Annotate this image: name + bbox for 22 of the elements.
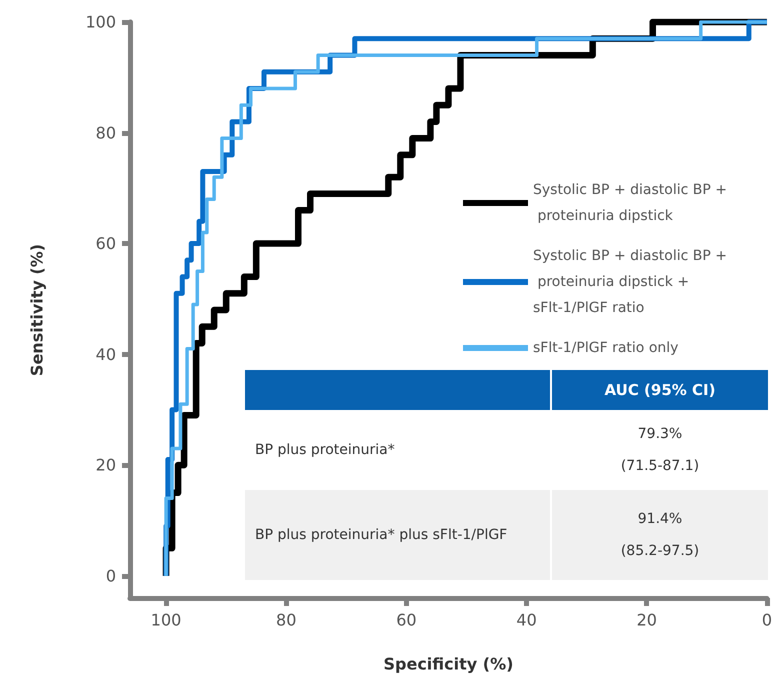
x-axis-title: Specificity (%) [383,654,514,674]
y-tick-label: 60 [96,234,116,254]
annotation: 79.3% (71.5-87.1) [552,410,768,490]
x-tick-label: 40 [516,610,537,630]
y-tick-label: 40 [96,344,116,364]
y-axis-title: Sensitivity (%) [28,244,46,376]
x-tick-label: 20 [636,610,657,630]
x-tick-label: 60 [396,610,417,630]
legend-label: sFlt-1/PlGF ratio only [533,340,678,356]
annotation: BP plus proteinuria* plus sFlt-1/PlGF [245,490,550,580]
y-tick-label: 20 [96,456,116,475]
x-tick-label: 0 [762,610,772,630]
annotation: 91.4% (85.2-97.5) [552,490,768,580]
x-tick-label: 100 [150,610,182,630]
y-tick-label: 80 [96,123,116,142]
y-tick-label: 100 [85,12,116,32]
annotation: AUC (95% CI) [552,370,768,410]
legend-label: Systolic BP + diastolic BP + proteinuria dipstick [533,182,727,224]
legend-label: Systolic BP + diastolic BP + proteinuria dipstick + sFlt-1/PlGF ratio [533,248,727,316]
annotation: BP plus proteinuria* [245,410,550,490]
y-tick-label: 0 [106,566,116,586]
x-tick-label: 80 [276,610,296,630]
